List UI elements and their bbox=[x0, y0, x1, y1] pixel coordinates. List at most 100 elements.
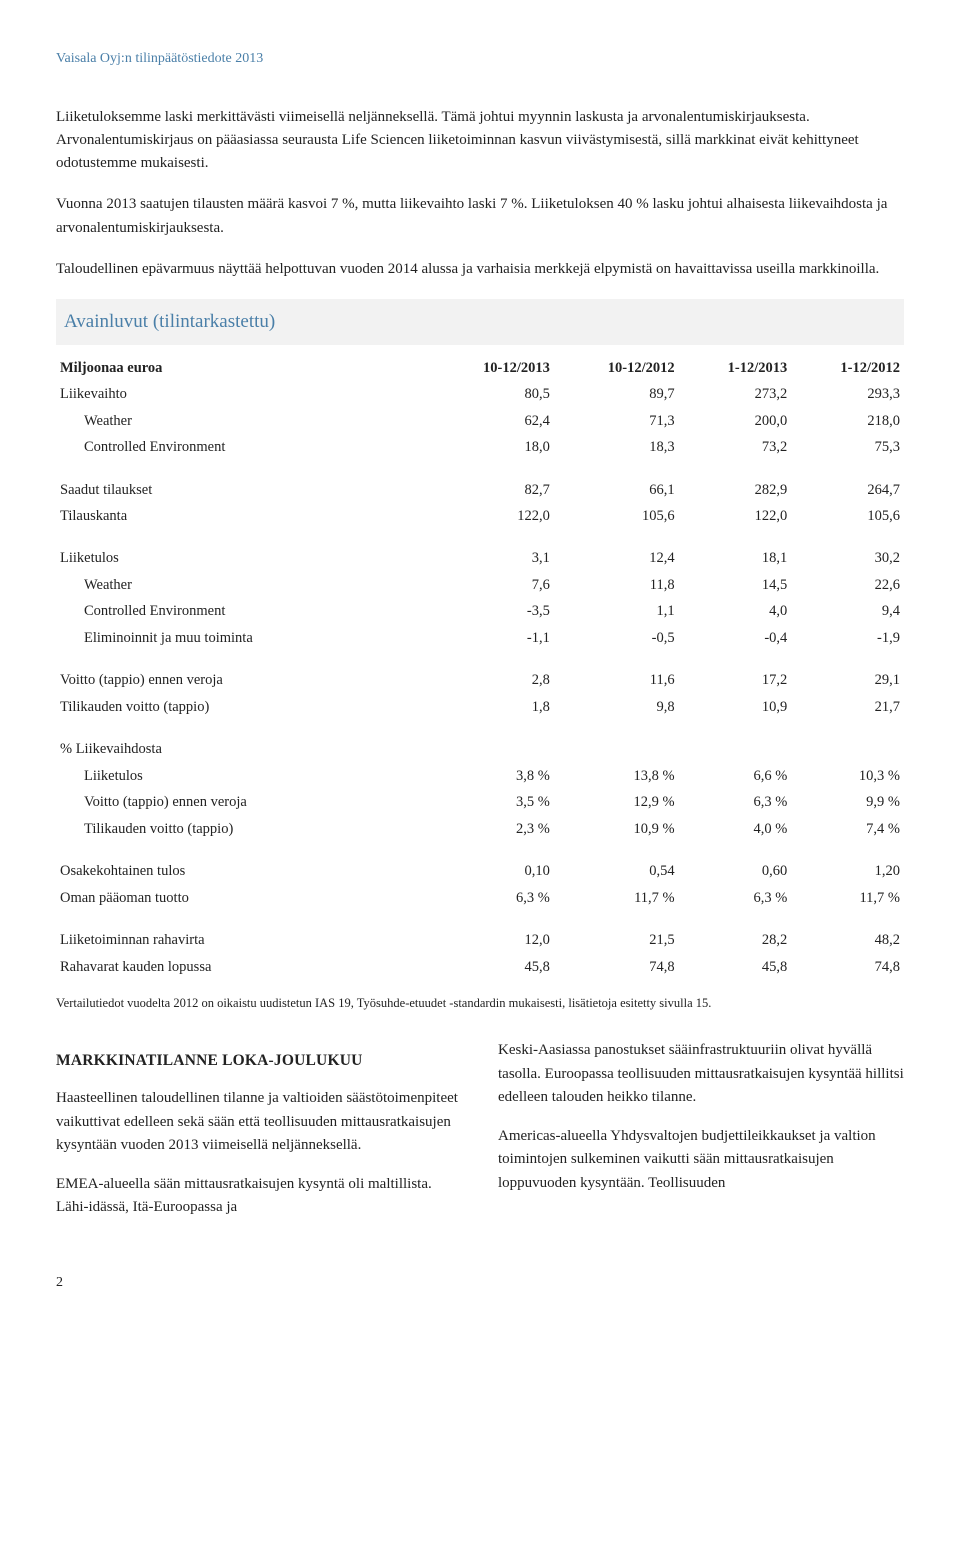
key-figures-table: Miljoonaa euroa 10-12/2013 10-12/2012 1-… bbox=[56, 355, 904, 980]
table-row: Liiketulos3,8 %13,8 %6,6 %10,3 % bbox=[56, 763, 904, 789]
row-label: % Liikevaihdosta bbox=[56, 736, 429, 762]
row-value: 10,9 % bbox=[554, 816, 679, 842]
row-value: 80,5 bbox=[429, 381, 554, 407]
row-value: 4,0 % bbox=[679, 816, 792, 842]
table-spacer bbox=[56, 529, 904, 545]
row-value: -0,4 bbox=[679, 625, 792, 651]
row-label: Weather bbox=[56, 408, 429, 434]
row-value: 218,0 bbox=[791, 408, 904, 434]
row-value: 264,7 bbox=[791, 477, 904, 503]
table-row: Oman pääoman tuotto6,3 %11,7 %6,3 %11,7 … bbox=[56, 885, 904, 911]
row-value bbox=[554, 736, 679, 762]
row-value: 18,1 bbox=[679, 545, 792, 571]
row-value bbox=[429, 736, 554, 762]
row-label: Weather bbox=[56, 572, 429, 598]
row-label: Liiketulos bbox=[56, 763, 429, 789]
row-value: 122,0 bbox=[429, 503, 554, 529]
col-label: Miljoonaa euroa bbox=[56, 355, 429, 381]
intro-paragraph-1: Liiketuloksemme laski merkittävästi viim… bbox=[56, 106, 904, 176]
table-header-row: Miljoonaa euroa 10-12/2013 10-12/2012 1-… bbox=[56, 355, 904, 381]
row-value: 18,0 bbox=[429, 434, 554, 460]
row-value: 1,8 bbox=[429, 694, 554, 720]
row-value: 12,0 bbox=[429, 927, 554, 953]
table-row: Saadut tilaukset82,766,1282,9264,7 bbox=[56, 477, 904, 503]
row-value: 6,3 % bbox=[679, 885, 792, 911]
row-value: 7,6 bbox=[429, 572, 554, 598]
table-row: Liikevaihto80,589,7273,2293,3 bbox=[56, 381, 904, 407]
table-row: Liiketoiminnan rahavirta12,021,528,248,2 bbox=[56, 927, 904, 953]
row-value: 9,9 % bbox=[791, 789, 904, 815]
row-value: 12,9 % bbox=[554, 789, 679, 815]
row-value: 74,8 bbox=[791, 954, 904, 980]
row-value: 48,2 bbox=[791, 927, 904, 953]
intro-paragraph-3: Taloudellinen epävarmuus näyttää helpott… bbox=[56, 258, 904, 281]
table-spacer bbox=[56, 651, 904, 667]
row-value: 75,3 bbox=[791, 434, 904, 460]
row-value: 11,7 % bbox=[554, 885, 679, 911]
row-value: 3,1 bbox=[429, 545, 554, 571]
row-value: 18,3 bbox=[554, 434, 679, 460]
row-label: Liiketulos bbox=[56, 545, 429, 571]
row-value: 6,6 % bbox=[679, 763, 792, 789]
table-row: Eliminoinnit ja muu toiminta-1,1-0,5-0,4… bbox=[56, 625, 904, 651]
row-value: 71,3 bbox=[554, 408, 679, 434]
row-value: -3,5 bbox=[429, 598, 554, 624]
col-period: 1-12/2013 bbox=[679, 355, 792, 381]
row-value: 73,2 bbox=[679, 434, 792, 460]
table-row: % Liikevaihdosta bbox=[56, 736, 904, 762]
row-value: 1,20 bbox=[791, 858, 904, 884]
row-value: 82,7 bbox=[429, 477, 554, 503]
row-label: Voitto (tappio) ennen veroja bbox=[56, 789, 429, 815]
row-value: 2,8 bbox=[429, 667, 554, 693]
row-value: 6,3 % bbox=[679, 789, 792, 815]
table-row: Controlled Environment18,018,373,275,3 bbox=[56, 434, 904, 460]
row-value: 11,8 bbox=[554, 572, 679, 598]
page-number: 2 bbox=[56, 1272, 904, 1294]
table-spacer bbox=[56, 842, 904, 858]
row-value: 12,4 bbox=[554, 545, 679, 571]
table-row: Voitto (tappio) ennen veroja2,811,617,22… bbox=[56, 667, 904, 693]
row-value: 9,4 bbox=[791, 598, 904, 624]
table-row: Tilikauden voitto (tappio)2,3 %10,9 %4,0… bbox=[56, 816, 904, 842]
row-value: 45,8 bbox=[429, 954, 554, 980]
row-value: 0,10 bbox=[429, 858, 554, 884]
row-value: 10,3 % bbox=[791, 763, 904, 789]
col-period: 10-12/2013 bbox=[429, 355, 554, 381]
row-value: 10,9 bbox=[679, 694, 792, 720]
row-value: 1,1 bbox=[554, 598, 679, 624]
row-value: 89,7 bbox=[554, 381, 679, 407]
market-right-p2: Americas-alueella Yhdysvaltojen budjetti… bbox=[498, 1125, 904, 1195]
key-figures-title: Avainluvut (tilintarkastettu) bbox=[56, 299, 904, 344]
row-label: Controlled Environment bbox=[56, 434, 429, 460]
row-value: 3,5 % bbox=[429, 789, 554, 815]
row-label: Saadut tilaukset bbox=[56, 477, 429, 503]
row-label: Liikevaihto bbox=[56, 381, 429, 407]
row-label: Controlled Environment bbox=[56, 598, 429, 624]
row-value: 4,0 bbox=[679, 598, 792, 624]
table-spacer bbox=[56, 720, 904, 736]
table-spacer bbox=[56, 461, 904, 477]
row-value: 30,2 bbox=[791, 545, 904, 571]
row-value: 0,54 bbox=[554, 858, 679, 884]
row-value: 21,7 bbox=[791, 694, 904, 720]
table-row: Tilikauden voitto (tappio)1,89,810,921,7 bbox=[56, 694, 904, 720]
col-period: 10-12/2012 bbox=[554, 355, 679, 381]
row-value: 273,2 bbox=[679, 381, 792, 407]
row-value: 122,0 bbox=[679, 503, 792, 529]
market-left-p1: Haasteellinen taloudellinen tilanne ja v… bbox=[56, 1087, 462, 1157]
page-header: Vaisala Oyj:n tilinpäätöstiedote 2013 bbox=[56, 48, 904, 70]
row-label: Tilikauden voitto (tappio) bbox=[56, 816, 429, 842]
row-value: 293,3 bbox=[791, 381, 904, 407]
row-label: Voitto (tappio) ennen veroja bbox=[56, 667, 429, 693]
row-value: 11,7 % bbox=[791, 885, 904, 911]
row-value: 105,6 bbox=[791, 503, 904, 529]
row-value: 45,8 bbox=[679, 954, 792, 980]
row-value: 29,1 bbox=[791, 667, 904, 693]
row-value: 2,3 % bbox=[429, 816, 554, 842]
row-value: 17,2 bbox=[679, 667, 792, 693]
row-value: 200,0 bbox=[679, 408, 792, 434]
table-row: Osakekohtainen tulos0,100,540,601,20 bbox=[56, 858, 904, 884]
row-value: 105,6 bbox=[554, 503, 679, 529]
row-value bbox=[791, 736, 904, 762]
row-value: 21,5 bbox=[554, 927, 679, 953]
